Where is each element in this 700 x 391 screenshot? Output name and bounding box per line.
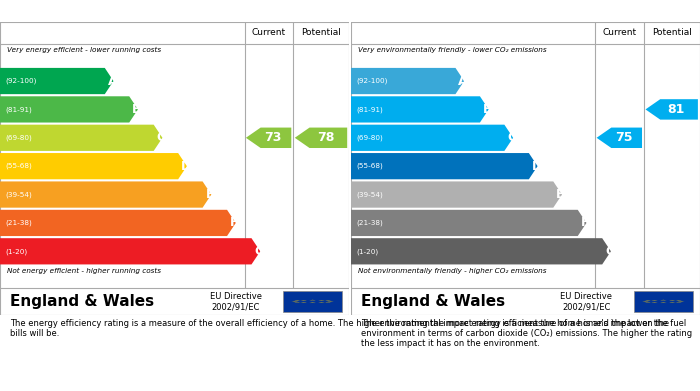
Text: Current: Current <box>603 28 637 37</box>
Polygon shape <box>0 238 260 264</box>
Text: (55-68): (55-68) <box>5 163 32 169</box>
Text: A: A <box>458 75 468 88</box>
Polygon shape <box>318 302 326 303</box>
Polygon shape <box>0 181 211 208</box>
Text: EU Directive
2002/91/EC: EU Directive 2002/91/EC <box>560 292 612 311</box>
Text: E: E <box>205 188 214 201</box>
Text: Very environmentally friendly - lower CO₂ emissions: Very environmentally friendly - lower CO… <box>358 47 546 53</box>
Text: C: C <box>508 131 517 144</box>
Polygon shape <box>351 210 587 236</box>
Polygon shape <box>668 302 676 303</box>
Polygon shape <box>651 300 658 301</box>
Text: The energy efficiency rating is a measure of the overall efficiency of a home. T: The energy efficiency rating is a measur… <box>10 319 687 338</box>
Text: (21-38): (21-38) <box>356 220 383 226</box>
Text: (1-20): (1-20) <box>5 248 27 255</box>
Text: Not environmentally friendly - higher CO₂ emissions: Not environmentally friendly - higher CO… <box>358 267 546 274</box>
Text: E: E <box>556 188 565 201</box>
Text: (39-54): (39-54) <box>356 191 383 198</box>
Polygon shape <box>300 302 307 303</box>
Text: (81-91): (81-91) <box>5 106 32 113</box>
Text: G: G <box>254 245 265 258</box>
Text: EU Directive
2002/91/EC: EU Directive 2002/91/EC <box>209 292 262 311</box>
Text: C: C <box>157 131 166 144</box>
Text: (55-68): (55-68) <box>356 163 383 169</box>
Text: (1-20): (1-20) <box>356 248 378 255</box>
Bar <box>634 291 693 312</box>
Polygon shape <box>291 301 298 302</box>
Text: Current: Current <box>252 28 286 37</box>
Polygon shape <box>351 238 611 264</box>
Text: D: D <box>531 160 542 173</box>
Polygon shape <box>0 153 187 179</box>
Text: 73: 73 <box>265 131 281 144</box>
Text: (69-80): (69-80) <box>356 135 383 141</box>
Polygon shape <box>295 127 347 148</box>
Text: F: F <box>580 217 589 230</box>
Text: 78: 78 <box>316 131 334 144</box>
Text: G: G <box>605 245 615 258</box>
Polygon shape <box>596 127 642 148</box>
Text: Potential: Potential <box>302 28 342 37</box>
Polygon shape <box>318 300 326 301</box>
Text: Environmental Impact (CO₂) Rating: Environmental Impact (CO₂) Rating <box>358 4 620 17</box>
Text: D: D <box>181 160 191 173</box>
Text: Not energy efficient - higher running costs: Not energy efficient - higher running co… <box>7 267 161 274</box>
Bar <box>283 291 342 312</box>
Polygon shape <box>300 300 307 301</box>
Text: B: B <box>483 103 492 116</box>
Polygon shape <box>351 125 513 151</box>
Polygon shape <box>351 153 538 179</box>
Polygon shape <box>246 127 291 148</box>
Text: F: F <box>230 217 238 230</box>
Polygon shape <box>668 300 676 301</box>
Polygon shape <box>327 301 334 302</box>
Text: Very energy efficient - lower running costs: Very energy efficient - lower running co… <box>7 47 161 53</box>
Text: (92-100): (92-100) <box>356 78 387 84</box>
Polygon shape <box>642 301 649 302</box>
Text: England & Wales: England & Wales <box>10 294 155 309</box>
Polygon shape <box>351 68 464 94</box>
Polygon shape <box>0 68 113 94</box>
Polygon shape <box>0 210 236 236</box>
Polygon shape <box>351 96 489 122</box>
Text: 75: 75 <box>615 131 633 144</box>
Polygon shape <box>0 96 138 122</box>
Text: (69-80): (69-80) <box>5 135 32 141</box>
Text: B: B <box>132 103 141 116</box>
Text: (39-54): (39-54) <box>5 191 32 198</box>
Polygon shape <box>678 301 685 302</box>
Text: Energy Efficiency Rating: Energy Efficiency Rating <box>7 4 190 17</box>
Text: Potential: Potential <box>652 28 692 37</box>
Text: 81: 81 <box>667 103 685 116</box>
Polygon shape <box>351 181 562 208</box>
Polygon shape <box>651 302 658 303</box>
Text: (21-38): (21-38) <box>5 220 32 226</box>
Polygon shape <box>0 125 162 151</box>
Text: England & Wales: England & Wales <box>361 294 505 309</box>
Text: A: A <box>108 75 117 88</box>
Text: (81-91): (81-91) <box>356 106 383 113</box>
Text: The environmental impact rating is a measure of a home's impact on the environme: The environmental impact rating is a mea… <box>361 319 692 348</box>
Text: (92-100): (92-100) <box>5 78 36 84</box>
Polygon shape <box>645 99 698 120</box>
